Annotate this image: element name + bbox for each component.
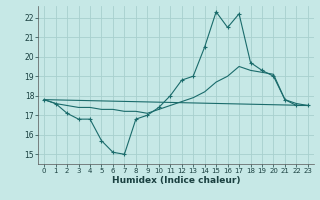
X-axis label: Humidex (Indice chaleur): Humidex (Indice chaleur) bbox=[112, 176, 240, 185]
